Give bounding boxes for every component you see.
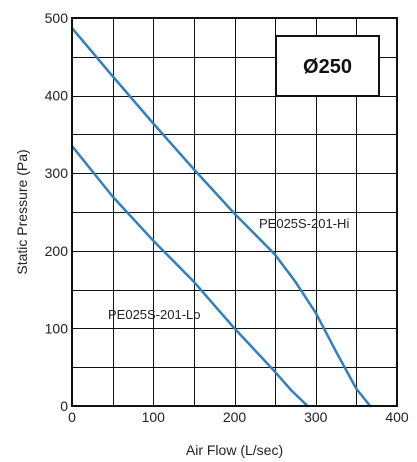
y-tick-label: 500	[45, 10, 69, 26]
y-tick-label: 100	[45, 320, 69, 336]
x-tick-label: 200	[223, 409, 247, 425]
y-axis-label: Static Pressure (Pa)	[14, 149, 30, 274]
y-tick-label: 200	[45, 243, 69, 259]
y-tick-label: 300	[45, 165, 69, 181]
x-tick-label: 0	[68, 409, 76, 425]
curve-hi	[70, 26, 372, 408]
x-tick-label: 300	[304, 409, 328, 425]
x-tick-label: 100	[142, 409, 166, 425]
plot-frame	[71, 17, 398, 407]
tick-labels: 0 100 200 300 400 0 100 200 300 400 500	[45, 10, 409, 425]
x-tick-label: 400	[385, 409, 409, 425]
diameter-badge-box	[275, 35, 380, 97]
x-axis-label: Air Flow (L/sec)	[186, 442, 283, 458]
y-tick-label: 400	[45, 88, 69, 104]
diameter-badge: Ø250	[275, 35, 380, 97]
series-label-lo: PE025S-201-Lo	[108, 307, 201, 322]
y-tick-label: 0	[60, 398, 68, 414]
diameter-badge-text: Ø250	[303, 56, 352, 78]
curve-lo	[70, 144, 309, 408]
curves	[70, 26, 372, 408]
series-label-hi: PE025S-201-Hi	[259, 216, 349, 231]
